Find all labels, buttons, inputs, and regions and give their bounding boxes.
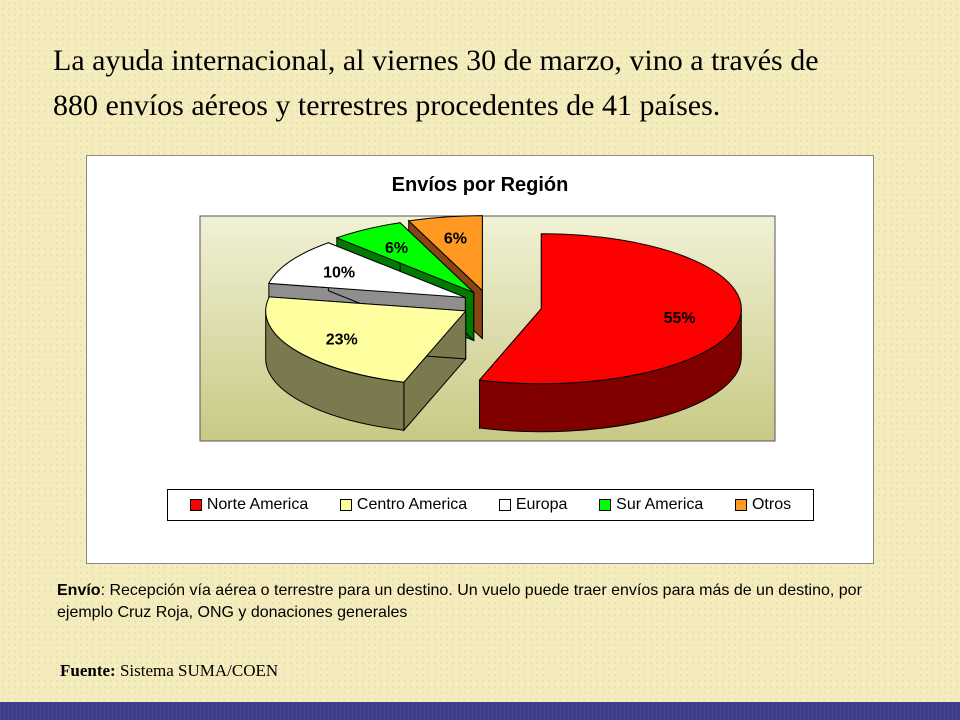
definition-note: Envío: Recepción vía aérea o terrestre p… bbox=[57, 580, 887, 624]
note-text: : Recepción vía aérea o terrestre para u… bbox=[57, 582, 862, 621]
legend-item-norte-america: Norte America bbox=[189, 496, 309, 514]
legend-label: Centro America bbox=[356, 496, 468, 513]
chart-frame: 55% 23% 10% 6% 6% Envíos por Región Norte Am… bbox=[86, 155, 874, 564]
legend-item-centro-america: Centro America bbox=[339, 496, 468, 514]
legend-label: Otros bbox=[751, 496, 792, 513]
pie-slice-otros bbox=[407, 215, 483, 292]
headline-line-2: 880 envíos aéreos y terrestres procedent… bbox=[53, 89, 721, 122]
pie-label-europa: 10% bbox=[323, 264, 355, 281]
pie-label-sur-america: 6% bbox=[385, 240, 408, 257]
pie-slice-centro-america bbox=[265, 296, 467, 383]
legend-item-otros: Otros bbox=[734, 496, 792, 514]
headline: La ayuda internacional, al viernes 30 de… bbox=[53, 38, 933, 128]
source-label: Fuente: bbox=[60, 661, 116, 680]
legend-swatch bbox=[734, 499, 747, 511]
source-text: Sistema SUMA/COEN bbox=[115, 661, 279, 680]
legend-label: Sur America bbox=[616, 496, 704, 513]
legend-item-sur-america: Sur America bbox=[599, 496, 703, 514]
legend-swatch bbox=[599, 499, 612, 511]
legend-label: Europa bbox=[515, 496, 568, 513]
pie-label-centro-america: 23% bbox=[326, 331, 358, 348]
pie-chart: 55% 23% 10% 6% 6% bbox=[199, 215, 776, 442]
chart-legend: Norte America Centro America Europa Sur … bbox=[167, 489, 814, 521]
bottom-bar bbox=[0, 702, 960, 720]
pie-slice-sur-america bbox=[335, 222, 475, 293]
pie-label-norte-america: 55% bbox=[664, 310, 696, 327]
legend-label: Norte America bbox=[206, 496, 309, 513]
legend-item-europa: Europa bbox=[498, 496, 568, 514]
legend-swatch bbox=[189, 499, 202, 511]
legend-swatch bbox=[339, 499, 352, 511]
pie-slice-europa bbox=[268, 242, 466, 298]
chart-title: Envíos por Región bbox=[391, 174, 569, 196]
pie-slice-norte-america bbox=[478, 233, 742, 385]
headline-line-1: La ayuda internacional, al viernes 30 de… bbox=[53, 44, 819, 77]
pie-label-otros: 6% bbox=[444, 231, 467, 248]
legend-swatch bbox=[498, 499, 511, 511]
source-line: Fuente: Sistema SUMA/COEN bbox=[60, 661, 278, 681]
note-term: Envío bbox=[57, 582, 101, 599]
